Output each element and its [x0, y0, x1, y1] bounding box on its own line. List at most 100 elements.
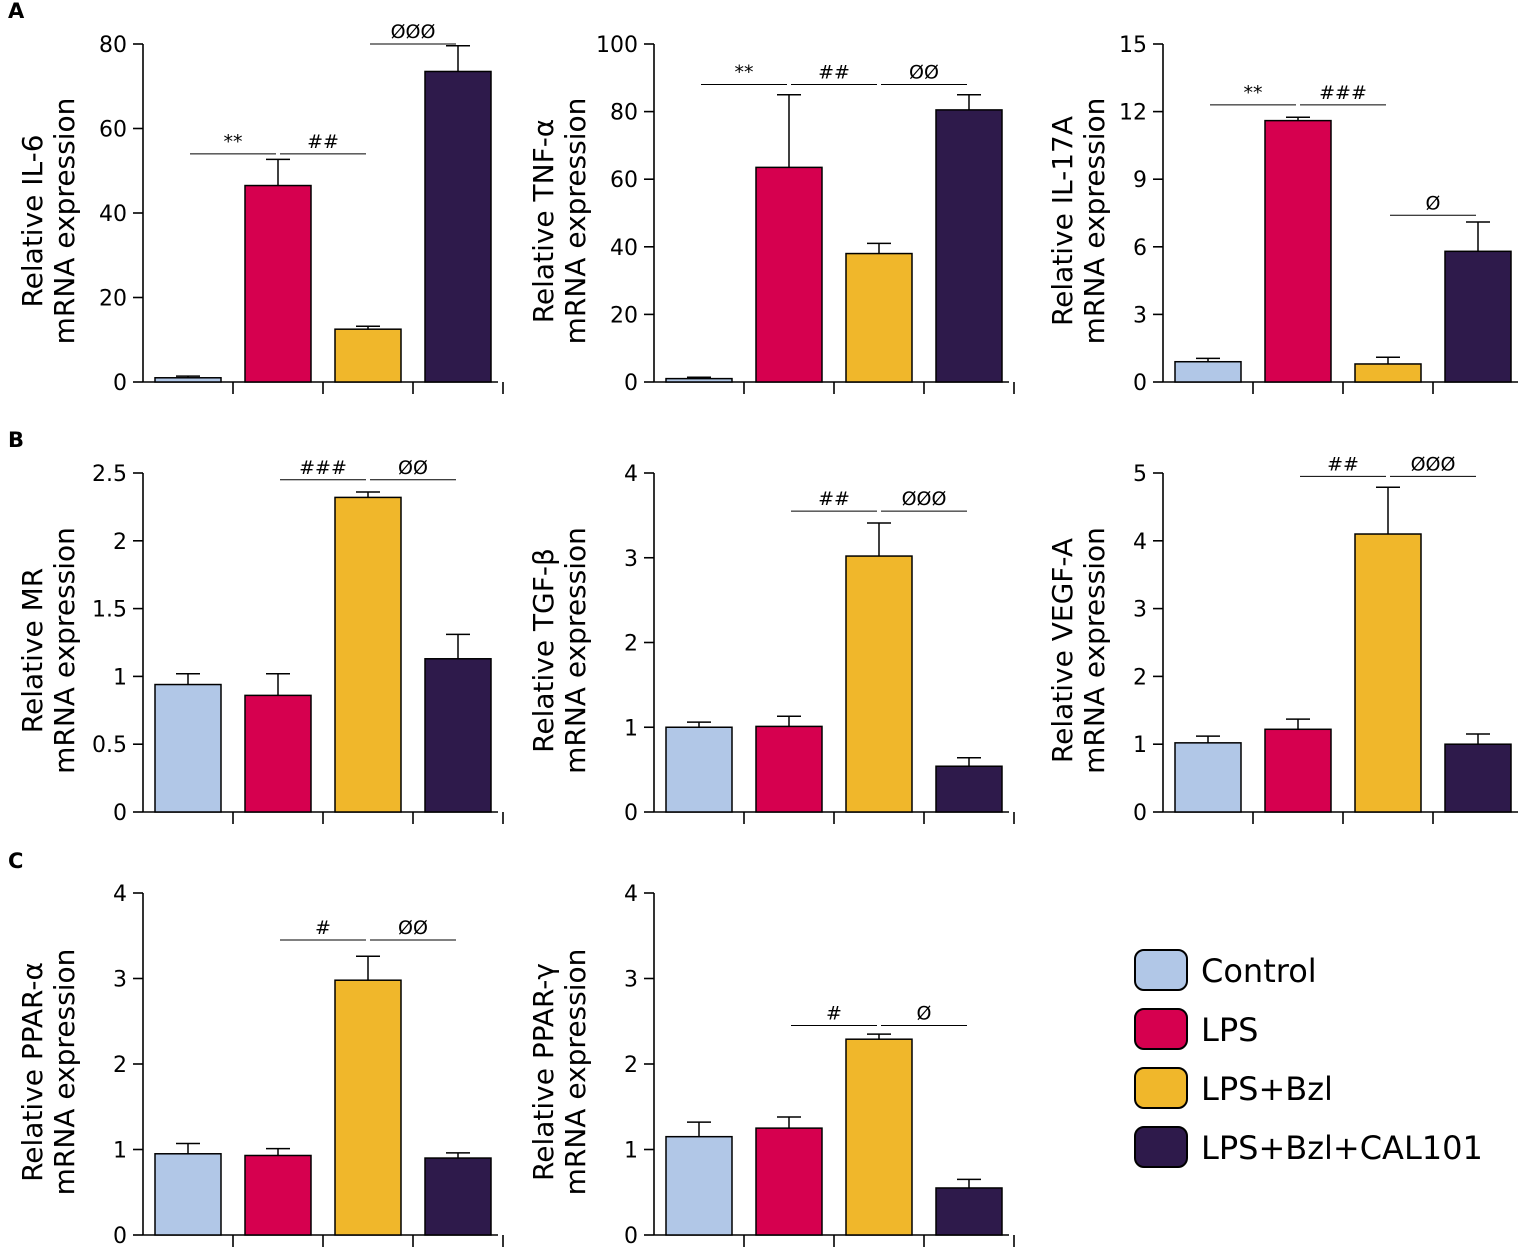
y-axis-label: mRNA expression [48, 98, 81, 345]
significance-label: ** [1244, 82, 1263, 104]
significance-label: ## [307, 131, 339, 153]
bar [755, 1127, 823, 1236]
legend-label: Control [1201, 952, 1317, 990]
legend-label: LPS+Bzl [1201, 1070, 1333, 1108]
bar [1444, 250, 1512, 383]
y-tick-label: 2 [624, 632, 638, 657]
y-axis-label: mRNA expression [559, 949, 592, 1196]
y-tick-label: 1 [113, 665, 127, 690]
y-tick-label: 0 [1133, 801, 1147, 826]
y-tick-label: 0.5 [92, 733, 127, 758]
y-tick-label: 20 [610, 303, 638, 328]
y-axis-label: Relative MR [16, 568, 49, 733]
significance-label: ØØØ [1411, 453, 1456, 475]
y-tick-label: 0 [1133, 371, 1147, 396]
significance-label: # [315, 917, 331, 939]
y-tick-label: 20 [99, 287, 127, 312]
y-tick-label: 2 [113, 1053, 127, 1078]
y-tick-label: 3 [1133, 303, 1147, 328]
y-axis-label: mRNA expression [48, 527, 81, 774]
significance-label: ### [299, 457, 347, 479]
bar [665, 726, 733, 813]
legend-label: LPS [1201, 1011, 1258, 1049]
bar [244, 1154, 312, 1236]
y-tick-label: 9 [1133, 168, 1147, 193]
significance-label: ØØ [398, 457, 428, 479]
y-tick-label: 2 [1133, 665, 1147, 690]
y-tick-label: 0 [624, 1224, 638, 1247]
y-tick-label: 80 [99, 33, 127, 58]
significance-label: ØØ [909, 62, 939, 84]
bar [935, 1187, 1003, 1236]
y-tick-label: 2.5 [92, 462, 127, 487]
bar [1354, 533, 1422, 813]
bar [755, 166, 823, 383]
bar [1264, 728, 1332, 813]
y-tick-label: 4 [113, 882, 127, 907]
bar [1174, 742, 1242, 813]
significance-label: ** [224, 131, 243, 153]
bar [334, 328, 402, 383]
bar [1174, 360, 1242, 383]
y-tick-label: 2 [624, 1053, 638, 1078]
significance-label: ØØ [398, 917, 428, 939]
bar [154, 377, 222, 383]
y-tick-label: 0 [113, 801, 127, 826]
significance-label: # [826, 1003, 842, 1025]
y-tick-label: 1 [624, 1139, 638, 1164]
bar [1444, 743, 1512, 813]
y-axis-label: mRNA expression [1078, 527, 1111, 774]
significance-label: ## [1327, 453, 1359, 475]
bar [424, 70, 492, 383]
bar [334, 979, 402, 1236]
y-tick-label: 1 [1133, 733, 1147, 758]
y-axis-label: Relative PPAR-γ [527, 963, 560, 1181]
bar [665, 1135, 733, 1236]
chart-panel: 0 20 40 60 80 100 Relative TNF-α mRNA expressio… [527, 33, 1015, 396]
legend-swatch [1134, 1067, 1188, 1109]
y-tick-label: 60 [610, 168, 638, 193]
y-axis-label: mRNA expression [1078, 98, 1111, 345]
bar [1354, 363, 1422, 383]
bar [845, 252, 913, 383]
y-tick-label: 2 [113, 530, 127, 555]
chart-panel: 0 1 2 3 4 Relative PPAR-γ mRNA expression # Ø [527, 882, 1015, 1247]
y-axis-label: Relative PPAR-α [16, 962, 49, 1182]
y-tick-label: 6 [1133, 236, 1147, 261]
significance-label: Ø [917, 1003, 932, 1025]
significance-label: ### [1319, 82, 1367, 104]
chart-panel: 0 1 2 3 4 Relative TGF-β mRNA expression ## ØØØ [527, 462, 1015, 826]
y-tick-label: 1 [113, 1139, 127, 1164]
chart-panel: 0 1 2 3 4 Relative PPAR-α mRNA expression # ØØ [16, 882, 504, 1247]
chart-panel: 0 0.5 1 1.5 2 2.5 Relative MR mRNA expression ##… [16, 457, 504, 826]
bar [244, 184, 312, 383]
legend-swatch [1134, 1126, 1188, 1168]
bar [244, 694, 312, 813]
legend-label: LPS+Bzl+CAL101 [1201, 1129, 1483, 1167]
panel-letter: A [8, 0, 25, 23]
y-tick-label: 0 [113, 1224, 127, 1247]
y-tick-label: 0 [624, 371, 638, 396]
bar [424, 1157, 492, 1236]
panel-letter: B [8, 428, 24, 452]
chart-panel: 0 20 40 60 80 Relative IL-6 mRNA expression ** #… [16, 21, 504, 396]
y-axis-label: mRNA expression [559, 98, 592, 345]
y-tick-label: 3 [624, 547, 638, 572]
bar [154, 1153, 222, 1236]
y-tick-label: 3 [624, 968, 638, 993]
y-tick-label: 4 [624, 462, 638, 487]
significance-label: ## [818, 488, 850, 510]
y-tick-label: 12 [1119, 101, 1147, 126]
bar [1264, 119, 1332, 383]
legend-swatch [1134, 1008, 1188, 1050]
legend-swatch [1134, 949, 1188, 991]
bar [845, 1038, 913, 1236]
y-axis-label: mRNA expression [48, 949, 81, 1196]
significance-label: Ø [1426, 192, 1441, 214]
y-tick-label: 60 [99, 118, 127, 143]
y-tick-label: 15 [1119, 33, 1147, 58]
bar [154, 683, 222, 813]
bar [424, 658, 492, 813]
y-tick-label: 3 [113, 968, 127, 993]
